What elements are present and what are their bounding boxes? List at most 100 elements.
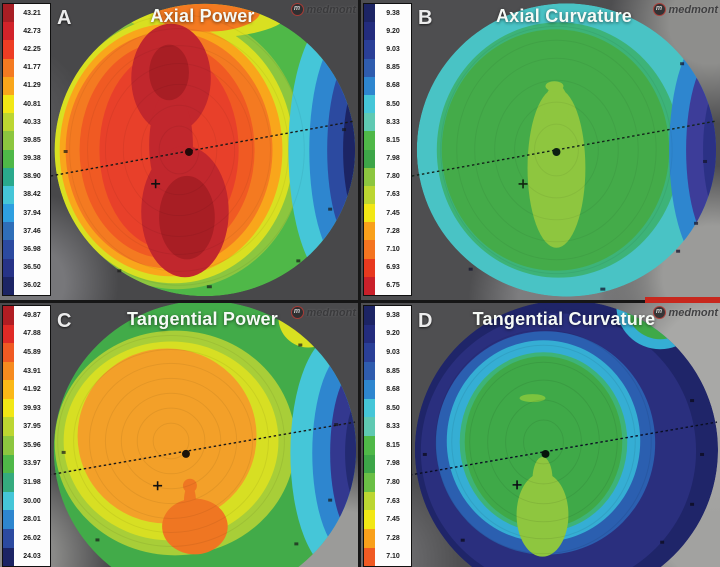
scale-color-swatch xyxy=(3,22,14,41)
scale-row: 7.63 xyxy=(364,185,411,205)
panel-letter: A xyxy=(57,7,72,29)
scale-row: 39.93 xyxy=(3,398,50,418)
edge-tick-marks xyxy=(63,128,347,289)
scale-row: 30.00 xyxy=(3,491,50,511)
scale-row: 9.20 xyxy=(364,22,411,41)
vertex-dot xyxy=(541,449,550,458)
scale-color-swatch xyxy=(3,361,14,381)
medmont-logo-icon: m xyxy=(290,3,304,16)
scale-row: 40.81 xyxy=(3,94,50,114)
scale-value: 40.81 xyxy=(23,100,41,108)
scale-value: 43.21 xyxy=(23,9,41,17)
scale-value: 49.87 xyxy=(23,311,41,319)
edge-tick-marks xyxy=(61,343,339,546)
scale-row: 8.15 xyxy=(364,436,411,455)
scale-color-swatch xyxy=(364,306,375,325)
scale-row: 39.38 xyxy=(3,149,50,168)
scale-row: 41.92 xyxy=(3,380,50,399)
scale-row: 7.45 xyxy=(364,204,411,223)
scale-color-swatch xyxy=(3,258,14,277)
scale-color-swatch xyxy=(364,361,375,381)
color-scale-axial-curvature: 9.38 9.20 9.03 8.85 8.68 8.50 8.33 8.15 7.98 7.80… xyxy=(363,3,412,296)
tangential-curvature-map[interactable] xyxy=(361,303,720,567)
axial-curvature-contours xyxy=(416,3,717,297)
scale-value: 9.20 xyxy=(386,330,400,338)
axial-power-map[interactable] xyxy=(0,0,358,300)
scale-value: 28.01 xyxy=(23,516,41,524)
scale-value: 8.33 xyxy=(386,118,400,126)
scale-value: 33.97 xyxy=(23,460,41,468)
scale-row: 24.03 xyxy=(3,547,50,567)
medmont-logo-text: medmont xyxy=(306,306,357,319)
scale-row: 9.03 xyxy=(364,40,411,59)
scale-value: 24.03 xyxy=(23,553,41,561)
scale-value: 8.85 xyxy=(386,64,400,72)
tangential-power-map[interactable] xyxy=(0,303,358,567)
scale-value: 47.88 xyxy=(23,330,41,338)
scale-row: 39.85 xyxy=(3,131,50,150)
panel-letter: D xyxy=(418,310,433,332)
scale-value: 8.33 xyxy=(386,423,400,431)
edge-tick-marks xyxy=(422,399,705,544)
scale-value: 7.63 xyxy=(386,497,400,505)
scale-value: 9.03 xyxy=(386,45,400,53)
scale-color-swatch xyxy=(3,528,14,548)
scale-row: 37.95 xyxy=(3,417,50,437)
scale-value: 7.45 xyxy=(386,209,400,217)
scale-color-swatch xyxy=(364,40,375,59)
scale-value: 8.68 xyxy=(386,386,400,394)
scale-value: 8.68 xyxy=(386,82,400,90)
scale-row: 8.68 xyxy=(364,76,411,95)
medmont-logo-icon: m xyxy=(652,306,666,319)
scale-value: 41.92 xyxy=(23,386,41,394)
scale-color-swatch xyxy=(364,398,375,418)
panel-title: Axial Power xyxy=(150,6,255,26)
scale-row: 8.85 xyxy=(364,58,411,77)
scale-color-swatch xyxy=(364,167,375,186)
medmont-logo: m medmont xyxy=(290,306,357,319)
scale-color-swatch xyxy=(364,131,375,150)
scale-row: 7.45 xyxy=(364,510,411,529)
scale-row: 7.80 xyxy=(364,473,411,492)
scale-row: 36.98 xyxy=(3,240,50,259)
axial-curvature-map[interactable] xyxy=(361,0,720,300)
panel-letter: B xyxy=(418,7,433,29)
scale-row: 37.94 xyxy=(3,204,50,223)
scale-row: 9.38 xyxy=(364,306,411,325)
scale-value: 42.73 xyxy=(23,27,41,35)
scale-color-swatch xyxy=(364,94,375,114)
scale-row: 8.33 xyxy=(364,113,411,132)
panel-axial-curvature: 9.38 9.20 9.03 8.85 8.68 8.50 8.33 8.15 7.98 7.80… xyxy=(361,0,720,300)
scale-row: 49.87 xyxy=(3,306,50,325)
scale-color-swatch xyxy=(364,547,375,567)
scale-value: 43.91 xyxy=(23,367,41,375)
scale-row: 41.77 xyxy=(3,58,50,77)
scale-color-swatch xyxy=(3,131,14,150)
color-scale-tangential-curvature: 9.38 9.20 9.03 8.85 8.68 8.50 8.33 8.15 7.98 7.80… xyxy=(363,305,412,567)
scale-value: 9.38 xyxy=(386,311,400,319)
scale-color-swatch xyxy=(3,40,14,59)
scale-color-swatch xyxy=(3,324,14,344)
scale-row: 40.33 xyxy=(3,113,50,132)
scale-row: 6.75 xyxy=(364,276,411,295)
scale-row: 38.42 xyxy=(3,185,50,205)
medmont-logo-text: medmont xyxy=(668,3,719,16)
vertex-dot xyxy=(181,449,190,458)
axial-power-contours xyxy=(54,3,356,297)
scale-color-swatch xyxy=(3,454,14,474)
scale-color-swatch xyxy=(364,380,375,399)
fixation-cross xyxy=(512,480,522,490)
fixation-cross xyxy=(153,481,163,491)
scale-row: 8.85 xyxy=(364,361,411,381)
scale-color-swatch xyxy=(3,240,14,259)
scale-row: 6.93 xyxy=(364,258,411,277)
scale-row: 7.98 xyxy=(364,149,411,168)
scale-value: 41.29 xyxy=(23,82,41,90)
scale-value: 7.80 xyxy=(386,173,400,181)
scale-value: 35.96 xyxy=(23,441,41,449)
scale-color-swatch xyxy=(3,491,14,511)
scale-row: 41.29 xyxy=(3,76,50,95)
scale-value: 36.50 xyxy=(23,264,41,272)
scale-color-swatch xyxy=(364,473,375,492)
